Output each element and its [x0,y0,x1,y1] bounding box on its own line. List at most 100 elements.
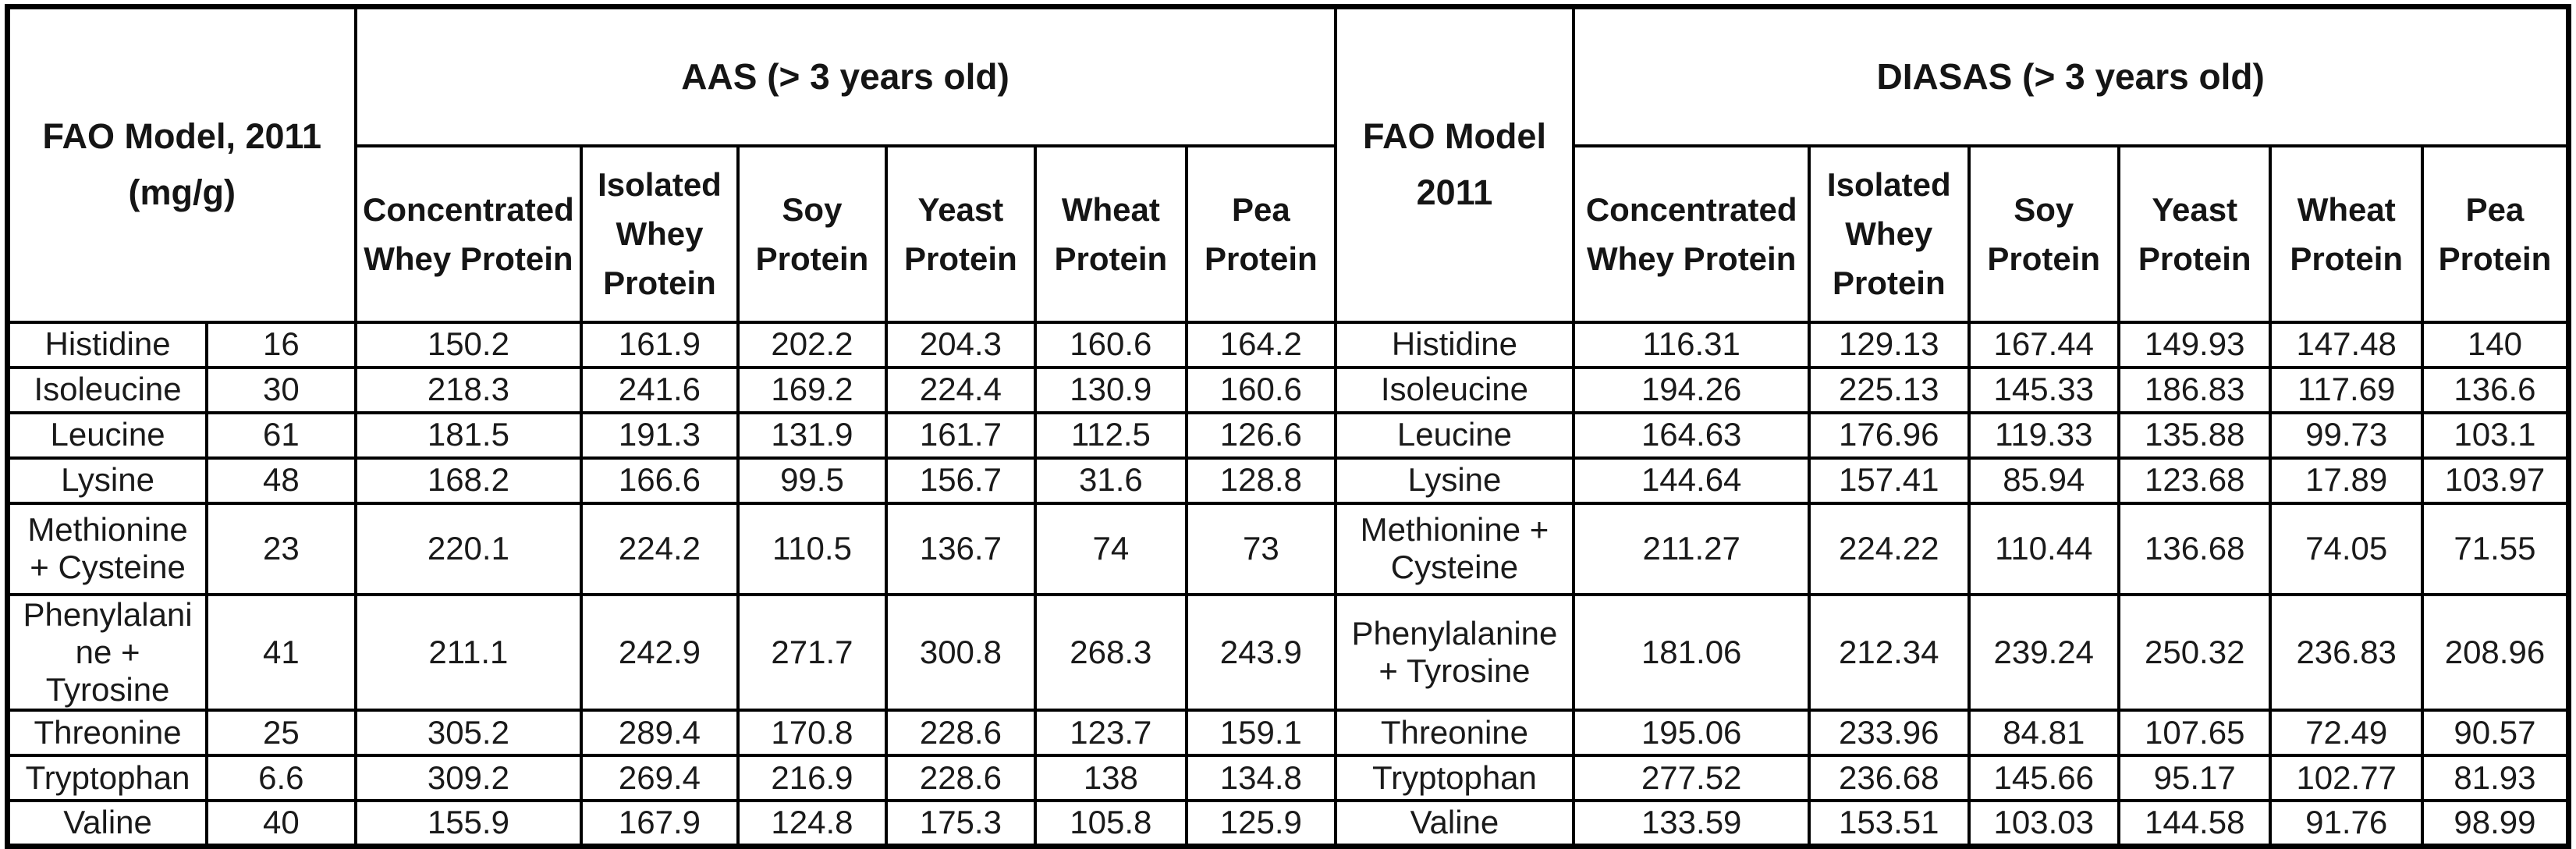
aas-column-header-soy: Soy Protein [736,144,889,324]
aas-value-cell: 241.6 [580,365,740,414]
fao-value-cell: 30 [205,365,357,414]
table-body: Histidine 16 150.2 161.9 202.2 204.3 160.6 164.… [5,320,2571,848]
aas-value-cell: 202.2 [736,320,889,369]
aas-value-cell: 74 [1033,501,1189,596]
aas-value-cell: 136.7 [885,501,1037,596]
diasas-value-cell: 164.63 [1572,410,1811,460]
aas-value-cell: 155.9 [353,799,584,848]
fao-value-cell: 16 [205,320,357,369]
fao-value-cell: 40 [205,799,357,848]
diasas-value-cell: 136.6 [2420,365,2571,414]
diasas-value-cell: 102.77 [2269,754,2424,803]
diasas-value-cell: 144.64 [1572,456,1811,505]
diasas-value-cell: 277.52 [1572,754,1811,803]
aas-value-cell: 138 [1033,754,1189,803]
amino-acid-name-cell: Lysine [1333,456,1576,505]
aas-value-cell: 167.9 [580,799,740,848]
aas-value-cell: 204.3 [885,320,1037,369]
aas-value-cell: 166.6 [580,456,740,505]
diasas-value-cell: 147.48 [2269,320,2424,369]
diasas-column-header-wheat: Wheat Protein [2269,144,2424,324]
diasas-value-cell: 71.55 [2420,501,2571,596]
diasas-value-cell: 140 [2420,320,2571,369]
diasas-value-cell: 208.96 [2420,592,2571,712]
section-header-aas: AAS (> 3 years old) [353,5,1337,147]
diasas-value-cell: 145.33 [1967,365,2120,414]
aas-value-cell: 156.7 [885,456,1037,505]
table-row: Tryptophan 6.6 309.2 269.4 216.9 228.6 138 134.… [5,754,2571,803]
fao-value-cell: 61 [205,410,357,460]
aas-value-cell: 164.2 [1185,320,1337,369]
aas-value-cell: 160.6 [1033,320,1189,369]
aas-value-cell: 161.7 [885,410,1037,460]
diasas-column-header-pea: Pea Protein [2420,144,2571,324]
diasas-column-header-yeast: Yeast Protein [2117,144,2273,324]
aas-value-cell: 268.3 [1033,592,1189,712]
amino-acid-name-cell: Threonine [1333,709,1576,758]
amino-acid-name-cell: Isoleucine [1333,365,1576,414]
diasas-value-cell: 236.83 [2269,592,2424,712]
aas-value-cell: 110.5 [736,501,889,596]
aas-value-cell: 216.9 [736,754,889,803]
diasas-value-cell: 17.89 [2269,456,2424,505]
diasas-value-cell: 239.24 [1967,592,2120,712]
amino-acid-name-cell: Methionine + Cysteine [5,501,209,596]
diasas-value-cell: 84.81 [1967,709,2120,758]
diasas-value-cell: 133.59 [1572,799,1811,848]
diasas-value-cell: 135.88 [2117,410,2273,460]
diasas-value-cell: 149.93 [2117,320,2273,369]
aas-value-cell: 309.2 [353,754,584,803]
diasas-value-cell: 225.13 [1808,365,1971,414]
diasas-value-cell: 176.96 [1808,410,1971,460]
aas-value-cell: 271.7 [736,592,889,712]
table-row: Threonine 25 305.2 289.4 170.8 228.6 123.7 159.… [5,709,2571,758]
amino-acid-score-table: FAO Model, 2011 (mg/g) AAS (> 3 years ol… [5,4,2571,849]
table-row: Methionine + Cysteine 23 220.1 224.2 110.5 13… [5,501,2571,596]
diasas-value-cell: 236.68 [1808,754,1971,803]
diasas-value-cell: 250.32 [2117,592,2273,712]
diasas-value-cell: 195.06 [1572,709,1811,758]
aas-value-cell: 300.8 [885,592,1037,712]
amino-acid-name-cell: Leucine [1333,410,1576,460]
diasas-value-cell: 72.49 [2269,709,2424,758]
table-row: Lysine 48 168.2 166.6 99.5 156.7 31.6 128.8 Lysi… [5,456,2571,505]
aas-value-cell: 112.5 [1033,410,1189,460]
aas-column-header-wheat: Wheat Protein [1033,144,1189,324]
diasas-value-cell: 144.58 [2117,799,2273,848]
aas-value-cell: 242.9 [580,592,740,712]
diasas-value-cell: 91.76 [2269,799,2424,848]
amino-acid-name-cell: Methionine + Cysteine [1333,501,1576,596]
diasas-value-cell: 74.05 [2269,501,2424,596]
aas-value-cell: 218.3 [353,365,584,414]
amino-acid-name-cell: Valine [5,799,209,848]
diasas-value-cell: 129.13 [1808,320,1971,369]
diasas-value-cell: 123.68 [2117,456,2273,505]
diasas-value-cell: 85.94 [1967,456,2120,505]
diasas-value-cell: 90.57 [2420,709,2571,758]
table-row: Valine 40 155.9 167.9 124.8 175.3 105.8 125.9 Va… [5,799,2571,848]
amino-acid-name-cell: Histidine [5,320,209,369]
aas-value-cell: 105.8 [1033,799,1189,848]
diasas-value-cell: 194.26 [1572,365,1811,414]
fao-value-cell: 48 [205,456,357,505]
aas-value-cell: 31.6 [1033,456,1189,505]
aas-value-cell: 211.1 [353,592,584,712]
diasas-value-cell: 103.97 [2420,456,2571,505]
aas-value-cell: 289.4 [580,709,740,758]
fao-value-cell: 23 [205,501,357,596]
amino-acid-name-cell: Phenylalanine + Tyrosine [1333,592,1576,712]
diasas-column-header-soy: Soy Protein [1967,144,2120,324]
aas-value-cell: 134.8 [1185,754,1337,803]
aas-value-cell: 168.2 [353,456,584,505]
aas-value-cell: 243.9 [1185,592,1337,712]
diasas-column-header-concentrated-whey: Concentrated Whey Protein [1572,144,1811,324]
diasas-value-cell: 211.27 [1572,501,1811,596]
diasas-value-cell: 157.41 [1808,456,1971,505]
table-row: Histidine 16 150.2 161.9 202.2 204.3 160.6 164.… [5,320,2571,369]
aas-value-cell: 125.9 [1185,799,1337,848]
fao-value-cell: 41 [205,592,357,712]
aas-value-cell: 170.8 [736,709,889,758]
aas-value-cell: 220.1 [353,501,584,596]
diasas-value-cell: 81.93 [2420,754,2571,803]
aas-value-cell: 175.3 [885,799,1037,848]
